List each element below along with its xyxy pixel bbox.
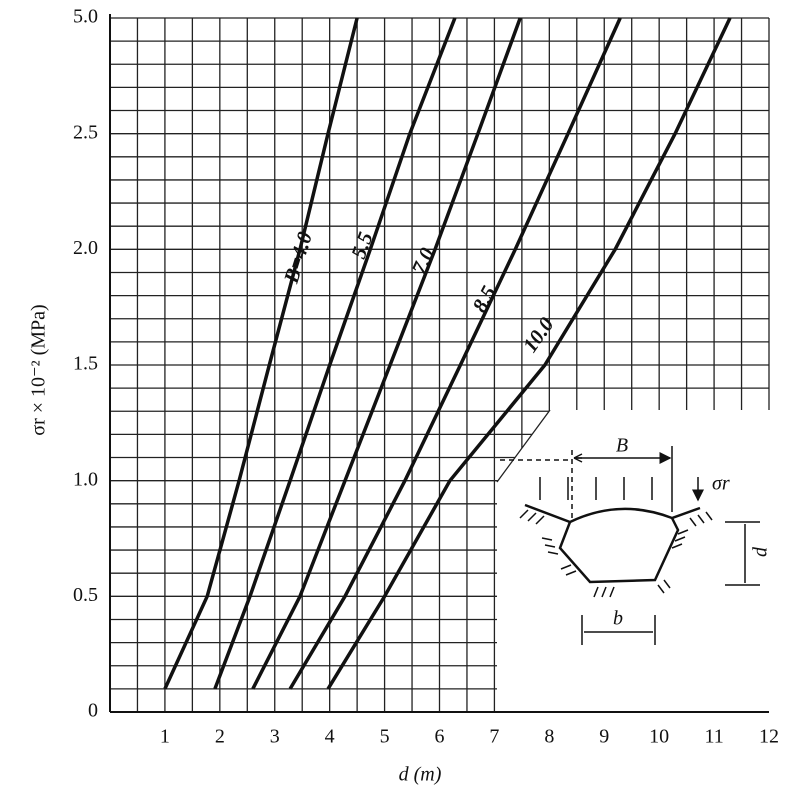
x-tick-label: 3 bbox=[270, 726, 280, 748]
x-tick-label: 5 bbox=[380, 726, 390, 748]
inset-load-label: σr bbox=[712, 473, 730, 495]
curve bbox=[251, 17, 522, 690]
y-tick-label: 0.5 bbox=[73, 584, 98, 606]
x-tick-label: 4 bbox=[325, 726, 335, 748]
inset-height-label: d bbox=[750, 546, 772, 557]
curve bbox=[288, 17, 622, 690]
x-tick-label: 9 bbox=[599, 726, 609, 748]
y-tick-label: 0 bbox=[88, 700, 98, 722]
curve-label: B=4.0 bbox=[279, 228, 318, 286]
curves bbox=[163, 17, 732, 690]
y-tick-label: 1.0 bbox=[73, 468, 98, 490]
x-tick-label: 8 bbox=[544, 726, 554, 748]
inset-diagram: B σr d b bbox=[496, 409, 772, 645]
x-tick-label: 2 bbox=[215, 726, 225, 748]
y-tick-label: 2.0 bbox=[73, 237, 98, 259]
grid bbox=[110, 17, 770, 713]
x-axis-label: d (m) bbox=[399, 764, 442, 786]
curve bbox=[326, 17, 732, 690]
inset-width-label: B bbox=[616, 435, 628, 457]
x-tick-label: 11 bbox=[704, 726, 723, 748]
x-tick-label: 1 bbox=[160, 726, 170, 748]
inset-base-label: b bbox=[613, 608, 623, 630]
x-tick-label: 7 bbox=[489, 726, 499, 748]
curve bbox=[163, 17, 359, 690]
curve-label: 5.5 bbox=[346, 229, 378, 262]
y-tick-label: 5.0 bbox=[73, 6, 98, 28]
y-axis-label: σr × 10⁻² (MPa) bbox=[28, 304, 50, 435]
y-tick-label: 2.5 bbox=[73, 121, 98, 143]
curve bbox=[213, 17, 457, 690]
y-tick-label: 1.5 bbox=[73, 353, 98, 375]
x-tick-label: 12 bbox=[759, 726, 779, 748]
x-tick-label: 10 bbox=[649, 726, 669, 748]
x-tick-label: 6 bbox=[435, 726, 445, 748]
